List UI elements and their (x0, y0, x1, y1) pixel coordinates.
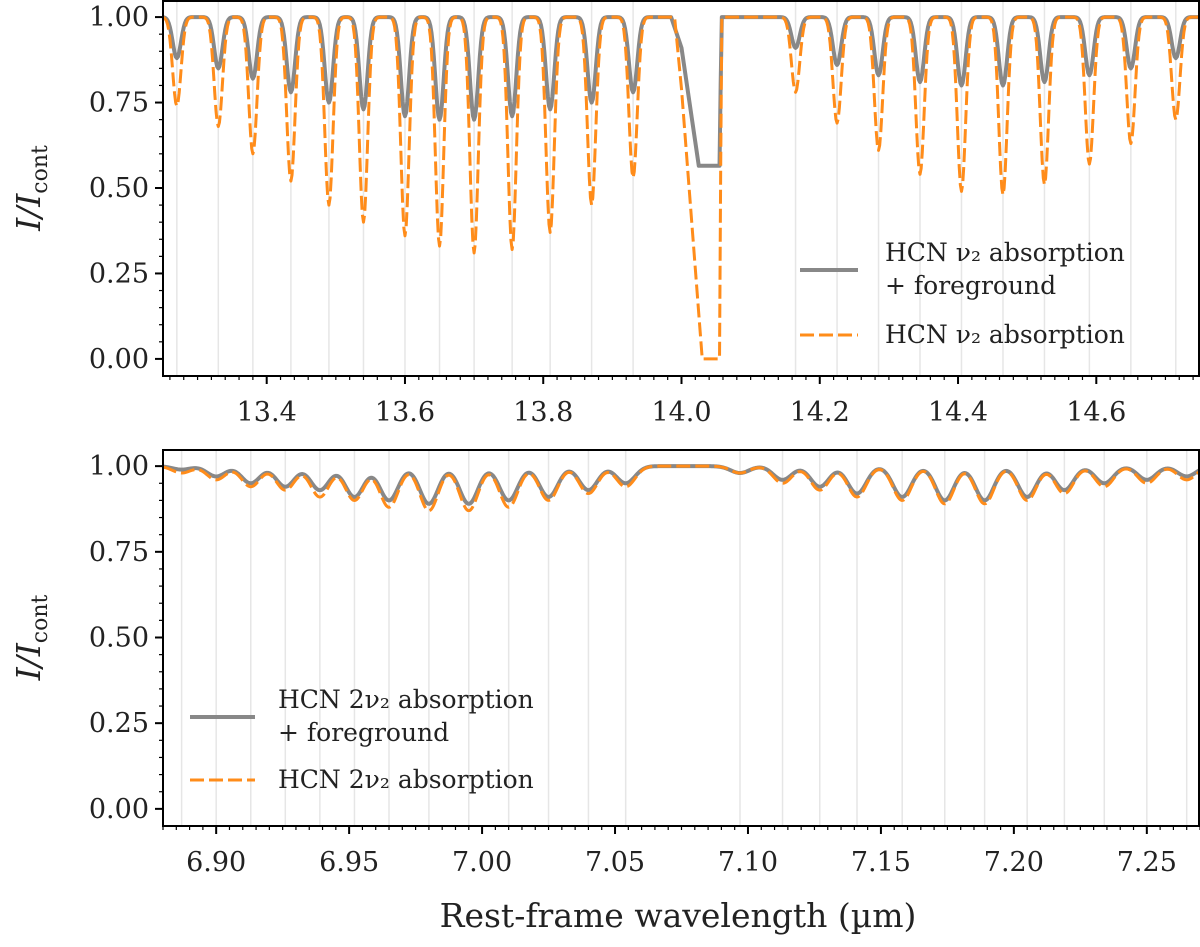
x-tick-label: 14.0 (651, 397, 711, 428)
x-tick-label: 7.25 (1117, 847, 1177, 878)
legend-label-continued: + foreground (278, 718, 449, 747)
x-tick-label: 13.6 (375, 397, 435, 428)
y-tick-label: 0.50 (89, 623, 149, 654)
top-panel: 0.00 0.25 0.50 0.75 1.00 13.4 13.6 13.8 14.0 14.2… (9, 0, 1200, 428)
y-tick-label: 0.75 (89, 537, 149, 568)
legend: HCN 2ν₂ absorption + foreground HCN 2ν₂ ab… (190, 685, 534, 794)
series-line-1 (162, 15, 1200, 361)
y-axis-label: I/Icont (9, 145, 53, 232)
y-tick-label: 0.00 (89, 794, 149, 825)
y-tick-label: 1.00 (89, 2, 149, 33)
y-tick-label: 1.00 (89, 451, 149, 482)
y-tick-label: 0.50 (89, 173, 149, 204)
y-axis-label: I/Icont (9, 594, 53, 681)
x-tick-label: 14.6 (1066, 397, 1126, 428)
x-tick-label: 7.05 (585, 847, 645, 878)
x-tick-label: 14.4 (928, 397, 988, 428)
legend-label: HCN 2ν₂ absorption (278, 685, 534, 714)
x-tick-label: 7.20 (984, 847, 1044, 878)
x-tick-label: 14.2 (790, 397, 850, 428)
series-line-1 (162, 464, 1200, 513)
y-tick-label: 0.75 (89, 88, 149, 119)
x-axis-label: Rest-frame wavelength (µm) (440, 896, 917, 935)
bottom-panel: 0.00 0.25 0.50 0.75 1.00 6.90 6.95 7.00 7.05 7.10… (9, 449, 1200, 878)
series-line-0 (162, 15, 1200, 168)
y-tick-label: 0.00 (89, 344, 149, 375)
legend-label: HCN 2ν₂ absorption (278, 765, 534, 794)
legend-label: HCN ν₂ absorption (885, 320, 1125, 349)
x-tick-label: 13.8 (513, 397, 573, 428)
legend-label: HCN ν₂ absorption (885, 238, 1125, 267)
legend: HCN ν₂ absorption + foreground HCN ν₂ abso… (800, 238, 1125, 349)
x-tick-label: 7.15 (851, 847, 911, 878)
y-tick-label: 0.25 (89, 708, 149, 739)
x-tick-label: 6.90 (186, 847, 246, 878)
legend-label-continued: + foreground (885, 271, 1056, 300)
x-tick-label: 7.00 (452, 847, 512, 878)
x-tick-label: 13.4 (237, 397, 297, 428)
x-tick-label: 6.95 (319, 847, 379, 878)
y-tick-label: 0.25 (89, 258, 149, 289)
x-tick-label: 7.10 (718, 847, 778, 878)
